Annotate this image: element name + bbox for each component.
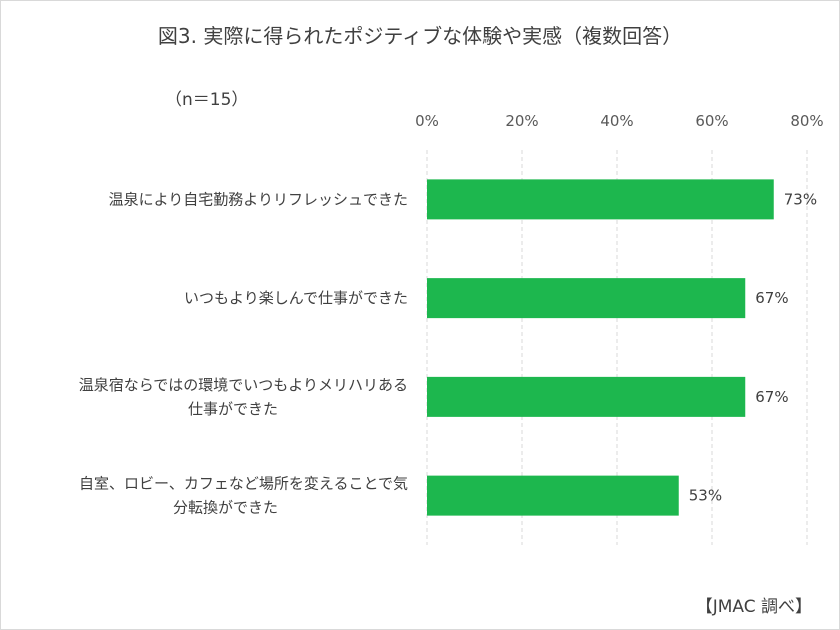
bar <box>427 376 746 417</box>
bar <box>427 179 774 220</box>
data-label: 67% <box>755 289 788 307</box>
x-tick-label: 80% <box>790 112 823 130</box>
bar <box>427 278 746 319</box>
data-label: 67% <box>755 388 788 406</box>
category-label: 自室、ロビー、カフェなど場所を変えることで気分転換ができた <box>79 475 408 517</box>
x-tick-label: 40% <box>600 112 633 130</box>
x-tick-label: 60% <box>695 112 728 130</box>
category-label: 温泉宿ならではの環境でいつもよりメリハリある仕事ができた <box>79 376 408 418</box>
data-label: 73% <box>784 190 817 208</box>
source-note: 【JMAC 調べ】 <box>695 597 812 617</box>
x-tick-label: 0% <box>415 112 439 130</box>
chart-title: 図3. 実際に得られたポジティブな体験や実感（複数回答） <box>157 24 683 48</box>
data-label: 53% <box>689 487 722 505</box>
category-label: 温泉により自宅勤務よりリフレッシュできた <box>109 190 408 208</box>
category-label: いつもより楽しんで仕事ができた <box>184 289 408 307</box>
x-tick-label: 20% <box>505 112 538 130</box>
sample-size-label: （n＝15） <box>165 90 249 110</box>
bar <box>427 475 679 516</box>
